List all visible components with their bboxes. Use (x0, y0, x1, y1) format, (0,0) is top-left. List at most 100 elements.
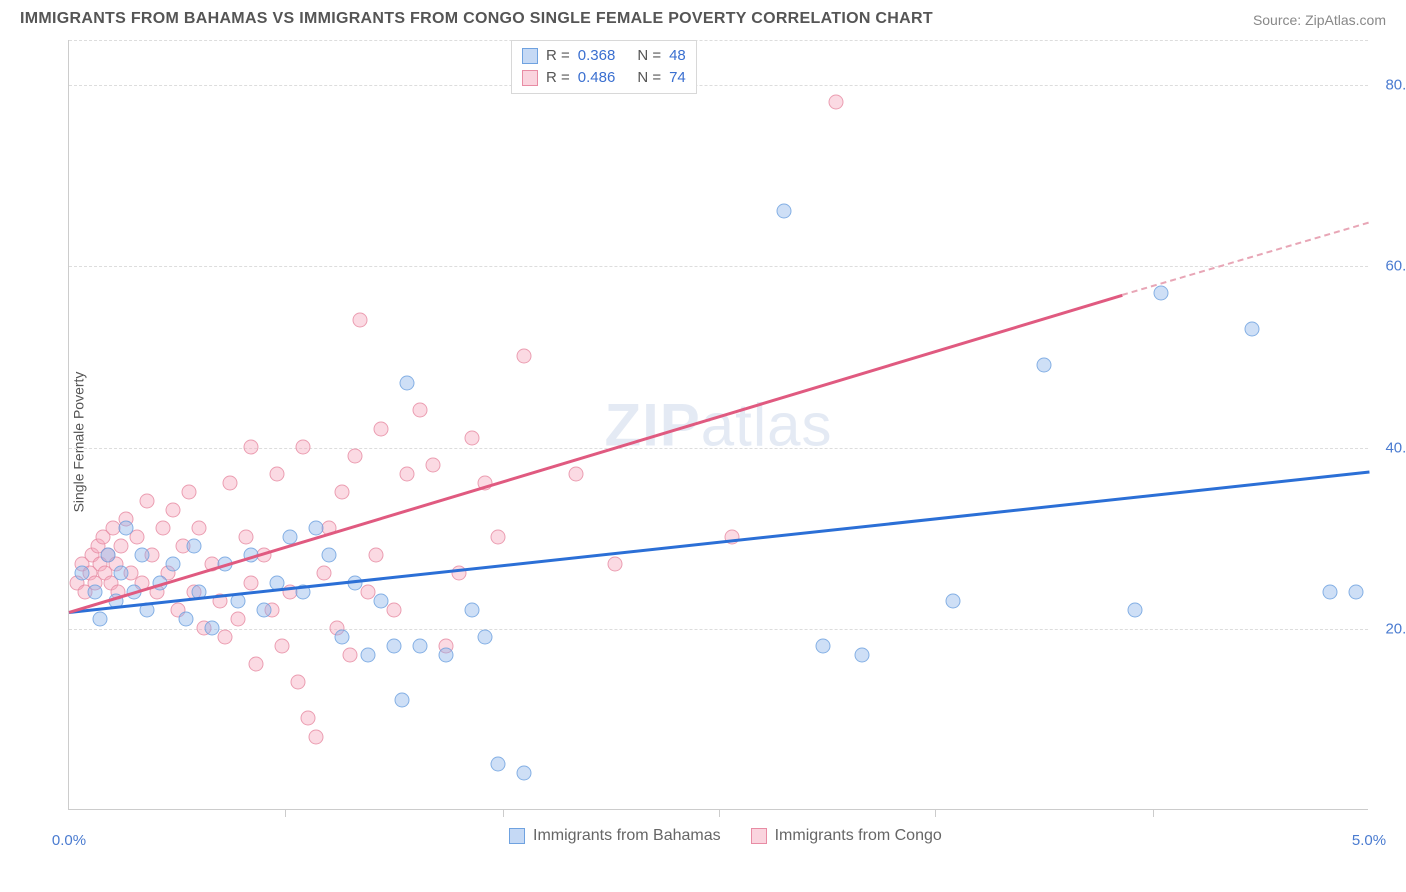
swatch-icon (522, 48, 538, 64)
data-point (368, 548, 383, 563)
data-point (465, 602, 480, 617)
data-point (426, 457, 441, 472)
data-point (218, 629, 233, 644)
trend-line (1122, 221, 1370, 295)
legend-item-bahamas: Immigrants from Bahamas (509, 827, 721, 845)
data-point (1245, 321, 1260, 336)
y-tick-label: 20.0% (1385, 620, 1406, 637)
data-point (478, 629, 493, 644)
data-point (777, 204, 792, 219)
trend-line (69, 294, 1123, 613)
n-value: 74 (669, 67, 686, 89)
data-point (1323, 584, 1338, 599)
data-point (93, 611, 108, 626)
data-point (290, 675, 305, 690)
data-point (465, 430, 480, 445)
data-point (491, 530, 506, 545)
data-point (335, 484, 350, 499)
data-point (946, 593, 961, 608)
data-point (186, 539, 201, 554)
data-point (322, 548, 337, 563)
x-tick-mark (503, 809, 504, 817)
data-point (413, 403, 428, 418)
swatch-icon (522, 70, 538, 86)
data-point (270, 466, 285, 481)
data-point (608, 557, 623, 572)
chart-title: IMMIGRANTS FROM BAHAMAS VS IMMIGRANTS FR… (20, 10, 933, 28)
legend-row-congo: R = 0.486N = 74 (522, 67, 686, 89)
data-point (439, 648, 454, 663)
legend-row-bahamas: R = 0.368N = 48 (522, 45, 686, 67)
data-point (75, 566, 90, 581)
swatch-icon (751, 828, 767, 844)
plot-area: ZIPatlas 20.0%40.0%60.0%80.0%0.0%5.0%R =… (68, 40, 1368, 810)
data-point (400, 376, 415, 391)
data-point (816, 638, 831, 653)
legend-label: Immigrants from Bahamas (533, 827, 721, 845)
data-point (517, 765, 532, 780)
r-label: R = (546, 45, 570, 67)
data-point (166, 503, 181, 518)
data-point (387, 602, 402, 617)
data-point (296, 439, 311, 454)
series-legend: Immigrants from Bahamas Immigrants from C… (509, 827, 942, 845)
gridline (69, 85, 1368, 86)
data-point (134, 548, 149, 563)
data-point (101, 548, 116, 563)
data-point (387, 638, 402, 653)
data-point (114, 566, 129, 581)
data-point (223, 475, 238, 490)
data-point (301, 711, 316, 726)
x-tick-mark (285, 809, 286, 817)
data-point (238, 530, 253, 545)
data-point (192, 521, 207, 536)
data-point (275, 638, 290, 653)
watermark: ZIPatlas (604, 390, 832, 459)
data-point (1349, 584, 1364, 599)
x-tick-mark (719, 809, 720, 817)
data-point (231, 611, 246, 626)
y-tick-label: 40.0% (1385, 439, 1406, 456)
data-point (316, 566, 331, 581)
data-point (309, 729, 324, 744)
data-point (335, 629, 350, 644)
data-point (374, 593, 389, 608)
n-value: 48 (669, 45, 686, 67)
gridline (69, 629, 1368, 630)
y-tick-label: 80.0% (1385, 77, 1406, 94)
data-point (1037, 358, 1052, 373)
data-point (181, 484, 196, 499)
data-point (394, 693, 409, 708)
gridline (69, 266, 1368, 267)
data-point (249, 657, 264, 672)
x-tick-mark (1153, 809, 1154, 817)
data-point (1154, 285, 1169, 300)
r-label: R = (546, 67, 570, 89)
correlation-legend: R = 0.368N = 48R = 0.486N = 74 (511, 40, 697, 94)
data-point (855, 648, 870, 663)
data-point (114, 539, 129, 554)
data-point (342, 648, 357, 663)
data-point (140, 494, 155, 509)
gridline (69, 40, 1368, 41)
legend-item-congo: Immigrants from Congo (751, 827, 942, 845)
data-point (413, 638, 428, 653)
source-citation: Source: ZipAtlas.com (1253, 12, 1386, 28)
n-label: N = (637, 67, 661, 89)
data-point (309, 521, 324, 536)
data-point (374, 421, 389, 436)
x-tick-label: 0.0% (52, 832, 86, 849)
x-tick-mark (935, 809, 936, 817)
data-point (257, 602, 272, 617)
data-point (491, 756, 506, 771)
data-point (166, 557, 181, 572)
data-point (179, 611, 194, 626)
r-value: 0.368 (578, 45, 616, 67)
data-point (517, 349, 532, 364)
data-point (88, 584, 103, 599)
data-point (569, 466, 584, 481)
chart-container: Single Female Poverty ZIPatlas 20.0%40.0… (20, 32, 1386, 852)
legend-label: Immigrants from Congo (775, 827, 942, 845)
data-point (829, 95, 844, 110)
data-point (725, 530, 740, 545)
